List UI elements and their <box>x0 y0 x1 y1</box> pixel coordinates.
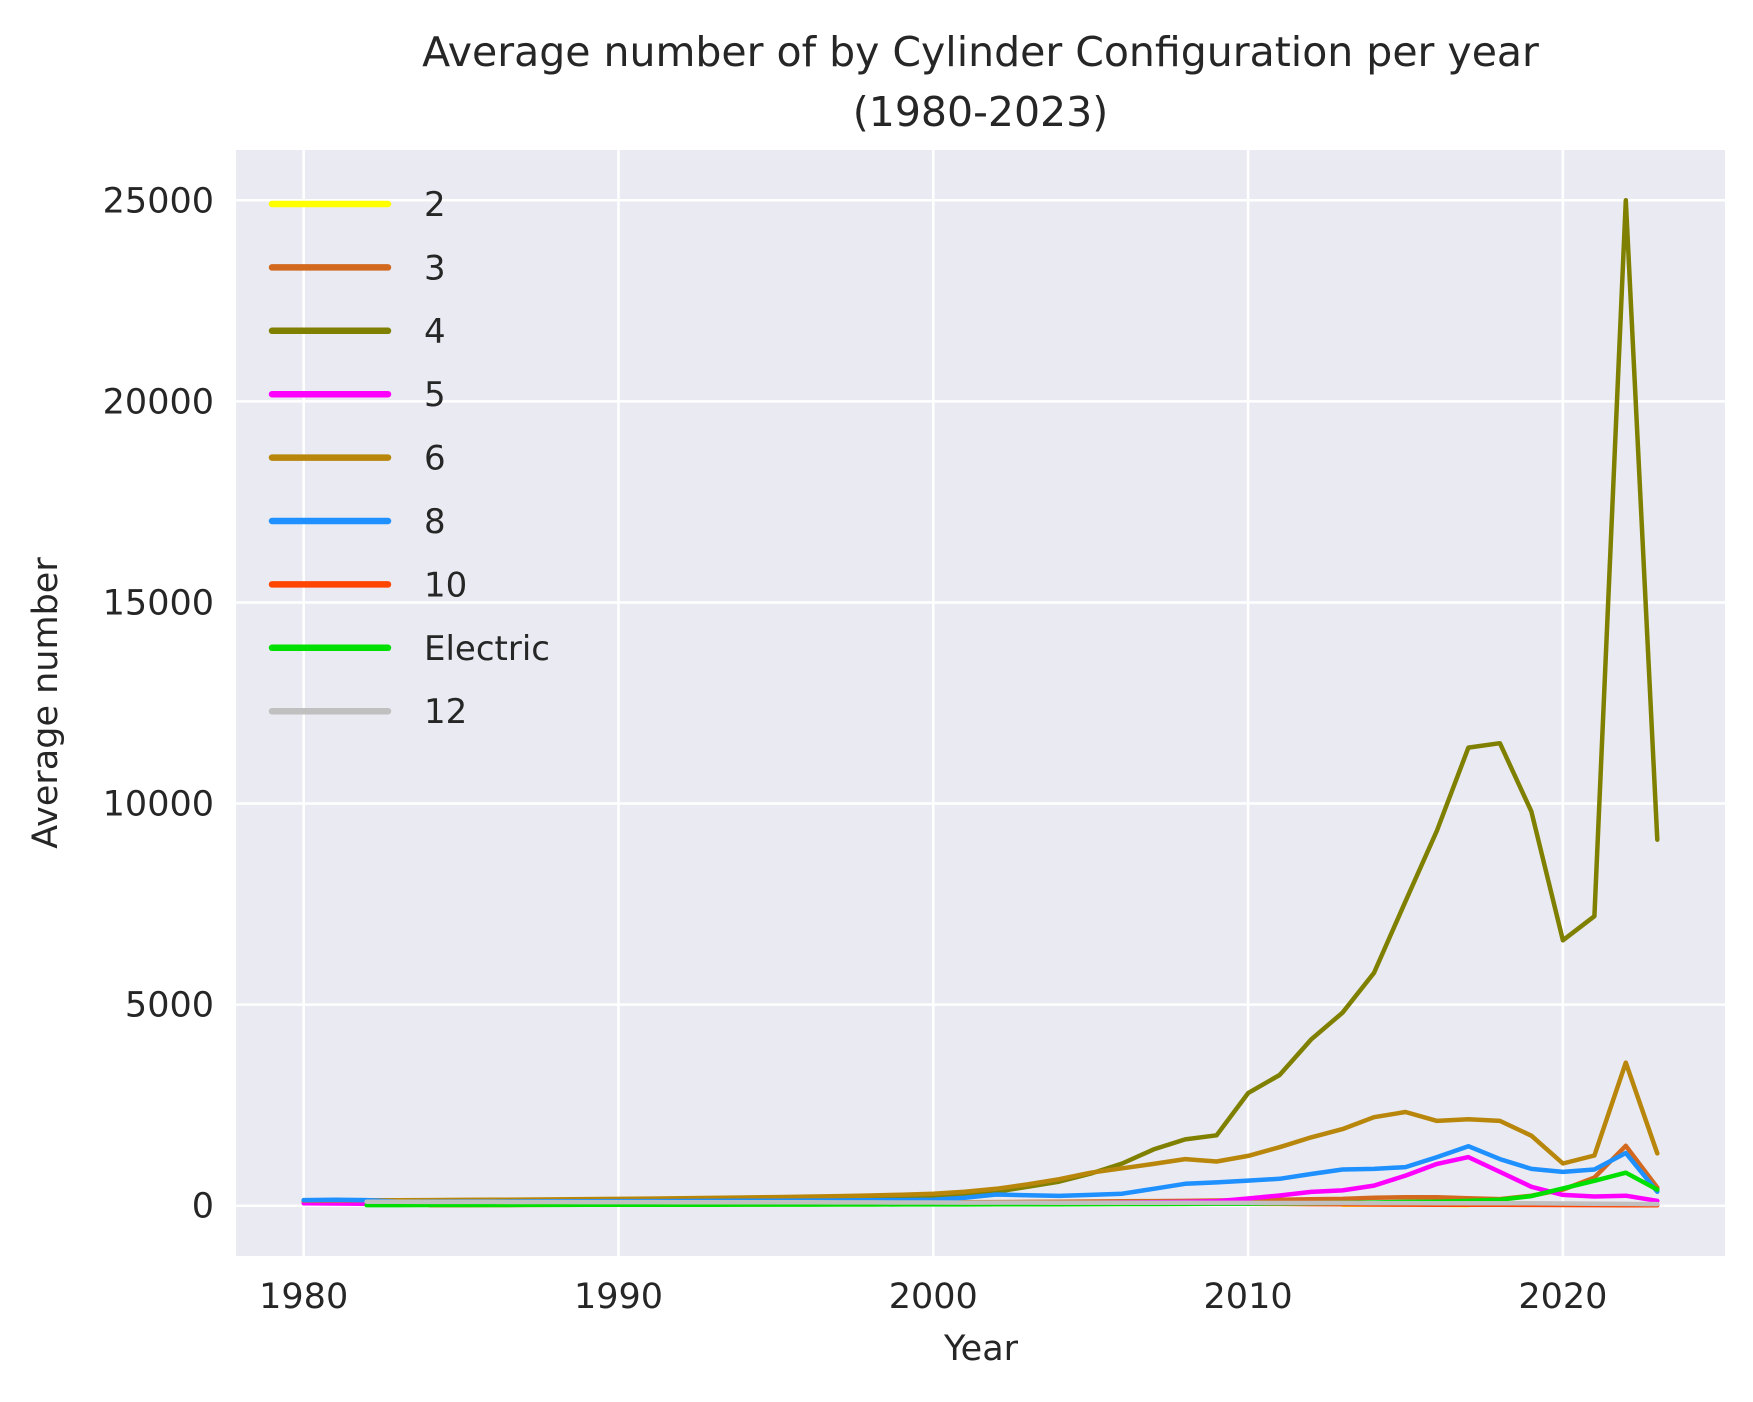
x-tick-label: 2010 <box>1204 1277 1293 1317</box>
y-tick-label: 25000 <box>103 181 214 221</box>
chart-title-line1: Average number of by Cylinder Configurat… <box>422 28 1539 76</box>
legend-label-6: 6 <box>424 439 446 479</box>
chart-title: Average number of by Cylinder Configurat… <box>236 22 1725 142</box>
x-tick-label: 2000 <box>889 1277 978 1317</box>
legend-label-8: 8 <box>424 502 446 542</box>
x-tick-label: 1990 <box>574 1277 663 1317</box>
y-tick-label: 10000 <box>103 785 214 825</box>
x-tick-label: 1980 <box>259 1277 348 1317</box>
legend-label-5: 5 <box>424 375 446 415</box>
legend-label-3: 3 <box>424 248 446 288</box>
x-axis-label: Year <box>943 1329 1019 1369</box>
x-tick-label: 2020 <box>1518 1277 1607 1317</box>
y-axis-label: Average number <box>26 557 66 849</box>
y-tick-label: 15000 <box>103 583 214 623</box>
legend-label-2: 2 <box>424 185 446 225</box>
legend-label-10: 10 <box>424 565 467 605</box>
legend-label-12: 12 <box>424 692 467 732</box>
chart-title-line2: (1980-2023) <box>852 88 1109 136</box>
plot-area <box>236 150 1725 1256</box>
legend-label-4: 4 <box>424 312 446 352</box>
legend-label-Electric: Electric <box>424 629 550 669</box>
y-tick-label: 5000 <box>125 986 214 1026</box>
series-line-12 <box>364 1199 1660 1207</box>
y-tick-label: 20000 <box>103 382 214 422</box>
y-tick-label: 0 <box>192 1187 214 1227</box>
